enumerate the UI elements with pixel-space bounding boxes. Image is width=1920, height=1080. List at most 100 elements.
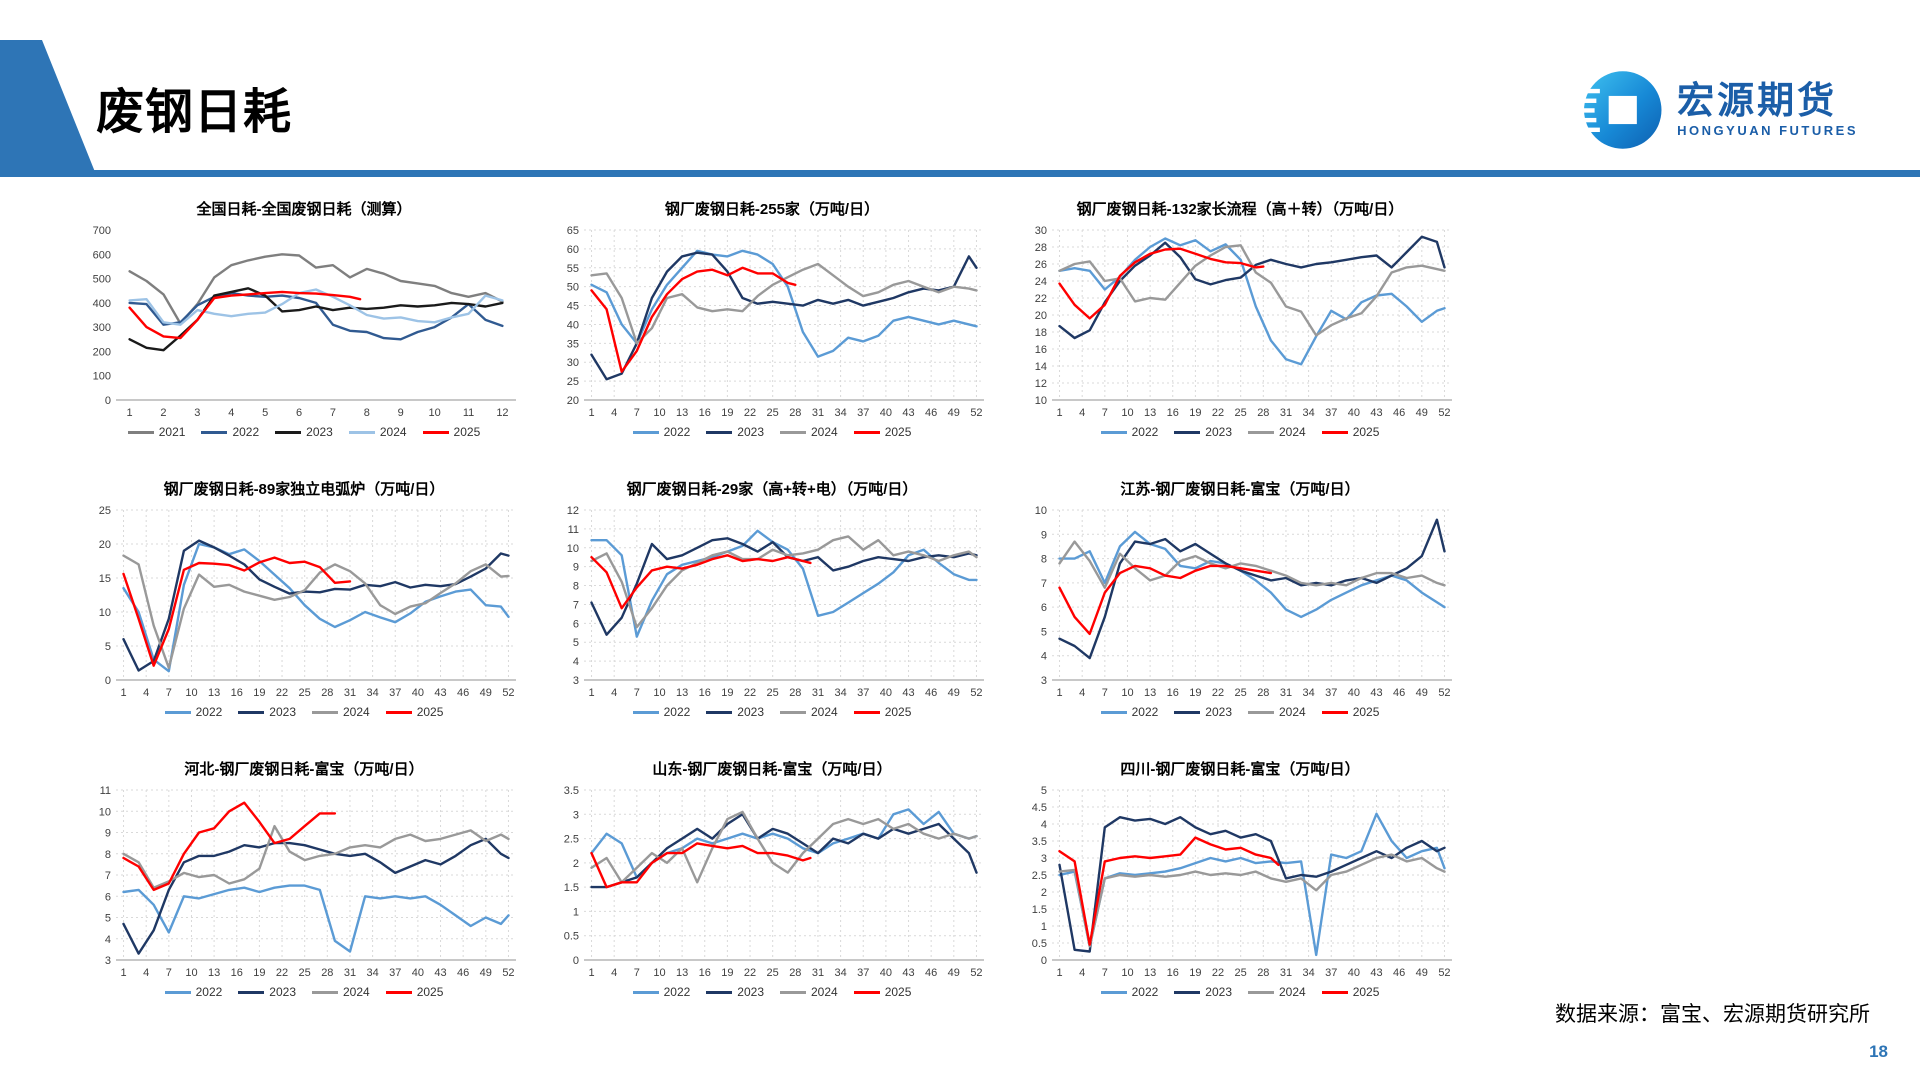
legend-item-2023: 2023 bbox=[706, 425, 764, 439]
x-tick-label: 10 bbox=[185, 687, 197, 699]
x-tick-label: 25 bbox=[767, 407, 779, 419]
x-tick-label: 1 bbox=[120, 687, 126, 699]
legend-label: 2025 bbox=[1352, 425, 1380, 439]
x-tick-label: 25 bbox=[767, 967, 779, 979]
x-tick-label: 37 bbox=[1325, 687, 1337, 699]
y-tick-label: 10 bbox=[1035, 505, 1047, 517]
x-tick-label: 34 bbox=[366, 687, 378, 699]
chart-plot: 20 25 30 35 40 45 50 55 60 65 1 4 7 10 13 16 19 22 25 28 31 3… bbox=[567, 225, 984, 419]
y-tick-label: 15 bbox=[99, 573, 111, 585]
x-tick-label: 13 bbox=[676, 407, 688, 419]
series-line-2025 bbox=[1058, 564, 1273, 636]
x-tick-label: 25 bbox=[1235, 687, 1247, 699]
chart-legend: 2022 2023 2024 2025 bbox=[78, 705, 530, 719]
y-tick-label: 2 bbox=[1041, 887, 1047, 899]
x-tick-label: 25 bbox=[767, 687, 779, 699]
x-tick-label: 37 bbox=[857, 967, 869, 979]
x-tick-label: 52 bbox=[970, 407, 982, 419]
chart-plot: 0 5 10 15 20 25 1 4 7 10 13 16 19 22 25 28 31 34 37 40 43 46 4… bbox=[99, 505, 516, 699]
x-tick-label: 13 bbox=[676, 687, 688, 699]
chart-5: 钢厂废钢日耗-29家（高+转+电）（万吨/日） 3 4 5 6 7 8 9 10 11 12 1 4 7 1… bbox=[546, 476, 998, 754]
legend-swatch bbox=[348, 430, 375, 434]
y-tick-label: 22 bbox=[1035, 293, 1047, 305]
legend-label: 2024 bbox=[379, 425, 407, 439]
x-tick-label: 7 bbox=[634, 967, 640, 979]
x-tick-label: 43 bbox=[902, 967, 914, 979]
page-title: 废钢日耗 bbox=[96, 86, 293, 139]
legend-label: 2022 bbox=[663, 985, 691, 999]
x-tick-label: 1 bbox=[588, 967, 594, 979]
legend-swatch bbox=[127, 430, 154, 434]
x-tick-label: 16 bbox=[699, 687, 711, 699]
y-tick-label: 30 bbox=[567, 357, 579, 369]
y-tick-label: 6 bbox=[105, 891, 111, 903]
chart-2: 钢厂废钢日耗-255家（万吨/日） 20 25 30 35 40 45 50 55 60 65 1 4 7… bbox=[546, 196, 998, 474]
x-tick-label: 1 bbox=[1056, 687, 1062, 699]
x-tick-label: 7 bbox=[1102, 687, 1108, 699]
x-tick-label: 34 bbox=[1302, 687, 1314, 699]
x-tick-label: 10 bbox=[1121, 687, 1133, 699]
legend-label: 2025 bbox=[884, 985, 912, 999]
header-divider bbox=[0, 170, 1920, 177]
x-tick-label: 22 bbox=[1212, 407, 1224, 419]
legend-item-2022: 2022 bbox=[1100, 705, 1158, 719]
legend-swatch bbox=[780, 990, 806, 994]
y-tick-label: 45 bbox=[567, 301, 579, 313]
legend-item-2024: 2024 bbox=[1248, 705, 1306, 719]
series-line-2025 bbox=[1058, 836, 1280, 946]
legend-label: 2025 bbox=[884, 425, 912, 439]
series-line-2022 bbox=[1058, 237, 1446, 366]
logo-text: 宏源期货 HONGYUAN FUTURES bbox=[1677, 81, 1858, 137]
y-tick-label: 3 bbox=[573, 809, 579, 821]
legend-swatch bbox=[1100, 710, 1127, 714]
x-tick-label: 19 bbox=[253, 967, 265, 979]
x-tick-label: 25 bbox=[1235, 407, 1247, 419]
x-tick-label: 11 bbox=[463, 407, 474, 419]
x-tick-label: 37 bbox=[1325, 967, 1337, 979]
legend-swatch bbox=[632, 710, 659, 714]
x-tick-label: 7 bbox=[1102, 967, 1108, 979]
chart-legend: 2022 2023 2024 2025 bbox=[1014, 425, 1466, 439]
y-tick-label: 700 bbox=[93, 225, 111, 237]
y-tick-label: 11 bbox=[100, 785, 111, 797]
legend-swatch bbox=[1174, 430, 1201, 434]
legend-item-2023: 2023 bbox=[706, 985, 764, 999]
legend-swatch bbox=[275, 430, 302, 434]
x-tick-label: 25 bbox=[299, 687, 311, 699]
y-tick-label: 3.5 bbox=[1032, 836, 1047, 848]
series-line-2024 bbox=[1058, 244, 1446, 337]
x-tick-label: 34 bbox=[1302, 407, 1314, 419]
x-tick-label: 4 bbox=[1079, 967, 1085, 979]
x-tick-label: 28 bbox=[789, 687, 801, 699]
x-tick-label: 1 bbox=[1056, 967, 1062, 979]
y-tick-label: 1.5 bbox=[564, 882, 579, 894]
hongyuan-futures-logo: 宏源期货 HONGYUAN FUTURES bbox=[1577, 66, 1858, 154]
x-tick-label: 10 bbox=[1121, 967, 1133, 979]
y-tick-label: 2.5 bbox=[1032, 870, 1047, 882]
chart-7: 河北-钢厂废钢日耗-富宝（万吨/日） 3 4 5 6 7 8 9 10 11 1 4 7 10 13 16 19… bbox=[78, 756, 530, 1034]
x-tick-label: 16 bbox=[699, 967, 711, 979]
chart-title: 四川-钢厂废钢日耗-富宝（万吨/日） bbox=[1120, 761, 1360, 778]
x-tick-label: 22 bbox=[276, 967, 288, 979]
x-tick-label: 1 bbox=[120, 967, 126, 979]
legend-label: 2022 bbox=[195, 705, 223, 719]
y-tick-label: 9 bbox=[573, 562, 579, 574]
legend-item-2025: 2025 bbox=[385, 705, 443, 719]
x-tick-label: 4 bbox=[611, 967, 617, 979]
legend-swatch bbox=[1248, 990, 1274, 994]
y-tick-label: 8 bbox=[573, 581, 579, 593]
legend-label: 2023 bbox=[306, 425, 333, 439]
chart-title: 河北-钢厂废钢日耗-富宝（万吨/日） bbox=[184, 761, 424, 778]
x-tick-label: 16 bbox=[1167, 967, 1179, 979]
legend-item-2025: 2025 bbox=[853, 705, 911, 719]
legend-item-2025: 2025 bbox=[853, 425, 912, 439]
hongyuan-logo-icon bbox=[1577, 71, 1662, 149]
y-tick-label: 1 bbox=[1041, 921, 1047, 933]
legend-swatch bbox=[238, 710, 265, 714]
y-tick-label: 50 bbox=[567, 282, 579, 294]
x-tick-label: 28 bbox=[1257, 967, 1269, 979]
legend-item-2022: 2022 bbox=[632, 705, 690, 719]
y-tick-label: 30 bbox=[1035, 225, 1047, 237]
x-tick-label: 19 bbox=[721, 967, 733, 979]
